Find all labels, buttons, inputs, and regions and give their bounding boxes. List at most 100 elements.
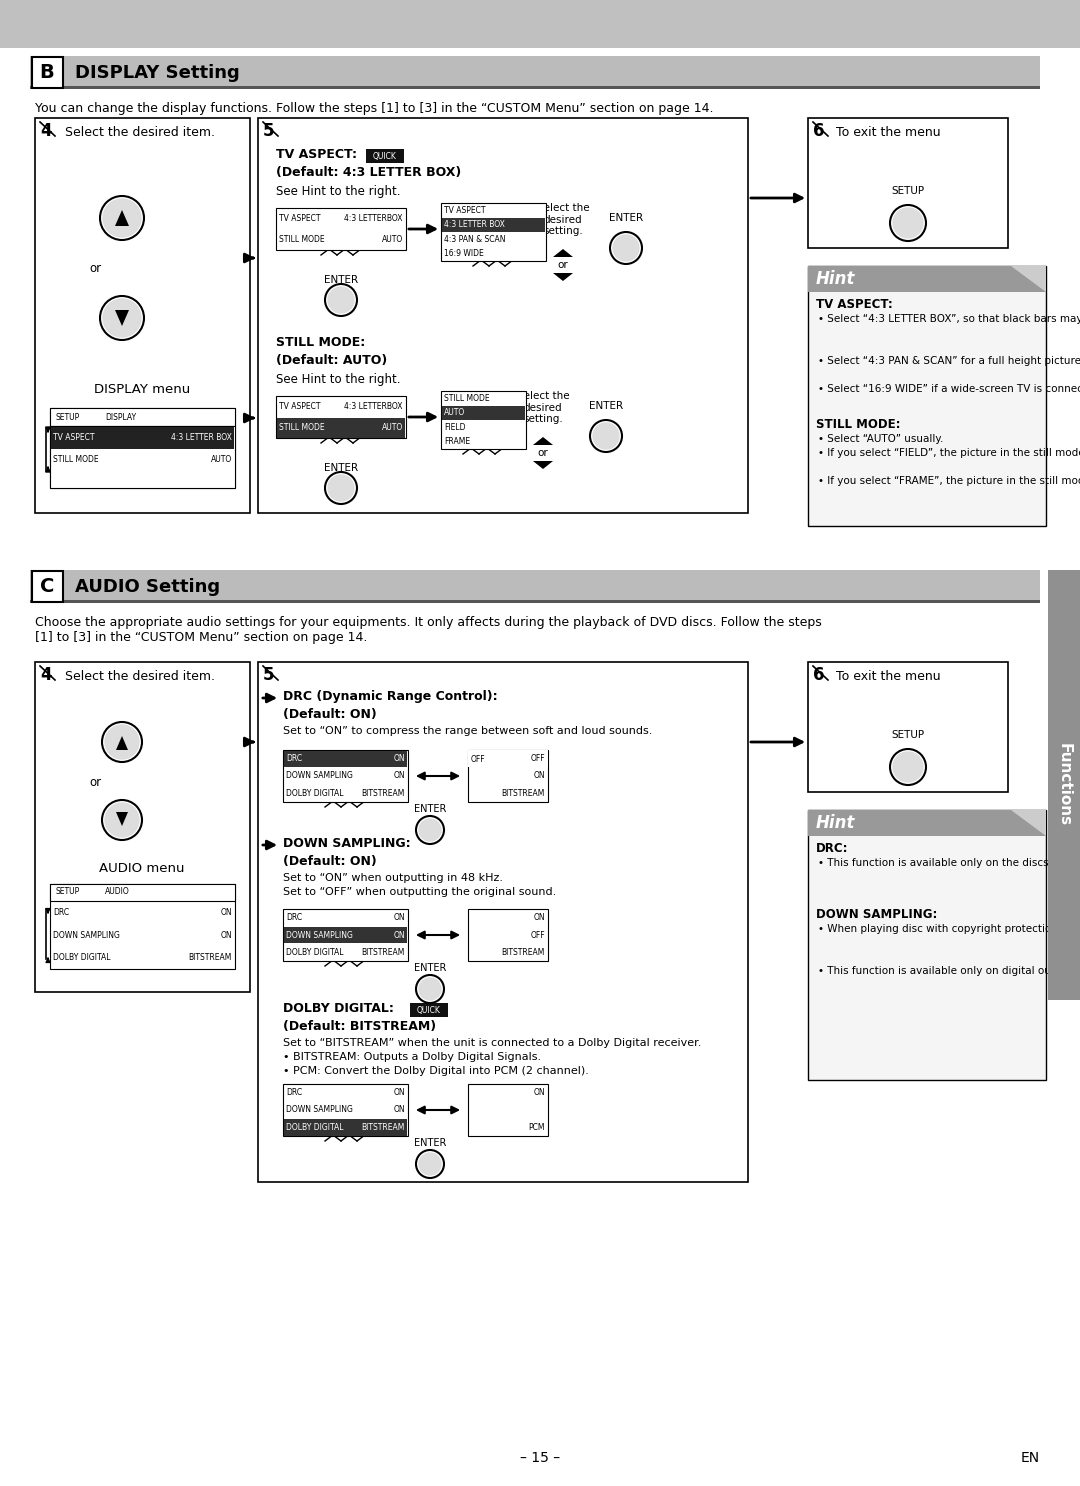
- Text: ENTER: ENTER: [324, 464, 359, 473]
- Text: • This function is available only on digital outputting of a disc recorded in 96: • This function is available only on dig…: [818, 966, 1080, 976]
- Text: QUICK: QUICK: [373, 152, 397, 160]
- Text: ON: ON: [220, 908, 232, 917]
- Text: BITSTREAM: BITSTREAM: [362, 789, 405, 798]
- FancyBboxPatch shape: [468, 909, 548, 961]
- Circle shape: [105, 802, 139, 837]
- FancyBboxPatch shape: [32, 56, 63, 88]
- Text: 5: 5: [264, 666, 274, 684]
- Text: FIELD: FIELD: [444, 422, 465, 432]
- Text: AUTO: AUTO: [444, 409, 465, 418]
- Text: ENTER: ENTER: [589, 401, 623, 412]
- Polygon shape: [116, 736, 129, 750]
- Text: FRAME: FRAME: [444, 437, 470, 446]
- Text: DISPLAY: DISPLAY: [105, 413, 136, 422]
- Text: AUTO: AUTO: [381, 235, 403, 244]
- Text: • Select “4:3 PAN & SCAN” for a full height picture with both sides adjusted.: • Select “4:3 PAN & SCAN” for a full hei…: [818, 357, 1080, 366]
- Text: 4:3 LETTER BOX: 4:3 LETTER BOX: [444, 220, 504, 229]
- FancyBboxPatch shape: [808, 661, 1008, 792]
- FancyBboxPatch shape: [51, 426, 234, 449]
- Polygon shape: [114, 210, 129, 226]
- Text: OFF: OFF: [530, 755, 545, 764]
- FancyBboxPatch shape: [808, 810, 1047, 837]
- Text: (Default: ON): (Default: ON): [283, 707, 377, 721]
- Text: Set to “ON” when outputting in 48 kHz.: Set to “ON” when outputting in 48 kHz.: [283, 872, 503, 883]
- Circle shape: [328, 476, 354, 501]
- FancyBboxPatch shape: [808, 117, 1008, 248]
- Circle shape: [893, 208, 923, 238]
- Text: STILL MODE:: STILL MODE:: [276, 336, 365, 349]
- Text: BITSTREAM: BITSTREAM: [501, 948, 545, 957]
- Text: Functions: Functions: [1056, 743, 1071, 826]
- Text: BITSTREAM: BITSTREAM: [501, 789, 545, 798]
- Text: EN: EN: [1021, 1450, 1040, 1465]
- FancyBboxPatch shape: [276, 208, 406, 250]
- FancyBboxPatch shape: [50, 409, 235, 426]
- Polygon shape: [553, 273, 573, 281]
- FancyBboxPatch shape: [441, 204, 546, 262]
- Text: ON: ON: [534, 771, 545, 780]
- FancyBboxPatch shape: [468, 1083, 548, 1135]
- FancyBboxPatch shape: [283, 909, 408, 961]
- Circle shape: [103, 299, 141, 337]
- Polygon shape: [534, 461, 553, 470]
- Text: Select the desired item.: Select the desired item.: [65, 126, 215, 140]
- FancyBboxPatch shape: [30, 600, 1040, 603]
- Text: Choose the appropriate audio settings for your equipments. It only affects durin: Choose the appropriate audio settings fo…: [35, 617, 822, 629]
- Text: 4:3 LETTERBOX: 4:3 LETTERBOX: [345, 403, 403, 412]
- Text: 4: 4: [40, 122, 52, 140]
- Text: DOLBY DIGITAL:: DOLBY DIGITAL:: [283, 1002, 394, 1015]
- Text: DOWN SAMPLING:: DOWN SAMPLING:: [816, 908, 937, 921]
- Text: STILL MODE: STILL MODE: [279, 235, 325, 244]
- Circle shape: [103, 199, 141, 236]
- FancyBboxPatch shape: [0, 0, 1080, 48]
- Text: DRC (Dynamic Range Control):: DRC (Dynamic Range Control):: [283, 690, 498, 703]
- FancyBboxPatch shape: [30, 56, 1040, 89]
- Text: DOWN SAMPLING: DOWN SAMPLING: [286, 771, 353, 780]
- Text: 6: 6: [813, 122, 824, 140]
- Text: AUDIO: AUDIO: [105, 887, 130, 896]
- Text: ON: ON: [393, 771, 405, 780]
- Text: DOLBY DIGITAL: DOLBY DIGITAL: [286, 1123, 343, 1132]
- Text: You can change the display functions. Follow the steps [1] to [3] in the “CUSTOM: You can change the display functions. Fo…: [35, 103, 714, 114]
- Circle shape: [419, 978, 441, 1000]
- Text: DOLBY DIGITAL: DOLBY DIGITAL: [286, 789, 343, 798]
- Text: DISPLAY menu: DISPLAY menu: [94, 383, 190, 395]
- Text: BITSTREAM: BITSTREAM: [362, 948, 405, 957]
- Text: AUTO: AUTO: [211, 455, 232, 464]
- Text: SETUP: SETUP: [55, 887, 79, 896]
- Text: ON: ON: [534, 1088, 545, 1097]
- Text: TV ASPECT: TV ASPECT: [53, 434, 95, 443]
- FancyBboxPatch shape: [30, 571, 1040, 603]
- Text: Hint: Hint: [816, 814, 855, 832]
- Text: DRC: DRC: [53, 908, 69, 917]
- Text: TV ASPECT:: TV ASPECT:: [816, 299, 893, 311]
- Text: ENTER: ENTER: [414, 1138, 446, 1149]
- Text: B: B: [40, 62, 54, 82]
- FancyBboxPatch shape: [283, 1083, 408, 1135]
- Text: DRC:: DRC:: [816, 843, 849, 854]
- Text: ON: ON: [393, 1088, 405, 1097]
- Text: QUICK: QUICK: [417, 1006, 441, 1015]
- Text: DOWN SAMPLING: DOWN SAMPLING: [53, 930, 120, 939]
- Text: • PCM: Convert the Dolby Digital into PCM (2 channel).: • PCM: Convert the Dolby Digital into PC…: [283, 1065, 589, 1076]
- FancyBboxPatch shape: [30, 86, 1040, 89]
- FancyBboxPatch shape: [284, 927, 407, 944]
- Text: 4:3 LETTER BOX: 4:3 LETTER BOX: [171, 434, 232, 443]
- FancyBboxPatch shape: [284, 750, 407, 767]
- Text: • This function is available only on the discs which are recorded in the Dolby D: • This function is available only on the…: [818, 857, 1080, 868]
- Text: 4:3 LETTERBOX: 4:3 LETTERBOX: [345, 214, 403, 223]
- Text: 4: 4: [40, 666, 52, 684]
- FancyBboxPatch shape: [50, 884, 235, 969]
- Text: • If you select “FIELD”, the picture in the still mode will be stabilized.: • If you select “FIELD”, the picture in …: [818, 447, 1080, 458]
- Circle shape: [419, 1153, 441, 1175]
- Circle shape: [593, 424, 619, 449]
- Text: Select the
desired
setting.: Select the desired setting.: [516, 391, 569, 424]
- Text: • When playing disc with copyright protection, the sound will be down sampled at: • When playing disc with copyright prote…: [818, 924, 1080, 935]
- Text: See Hint to the right.: See Hint to the right.: [276, 184, 401, 198]
- Text: ON: ON: [393, 914, 405, 923]
- Text: TV ASPECT:: TV ASPECT:: [276, 149, 357, 160]
- Polygon shape: [1011, 810, 1047, 837]
- FancyBboxPatch shape: [808, 810, 1047, 1080]
- FancyBboxPatch shape: [442, 218, 545, 232]
- Text: AUTO: AUTO: [381, 424, 403, 432]
